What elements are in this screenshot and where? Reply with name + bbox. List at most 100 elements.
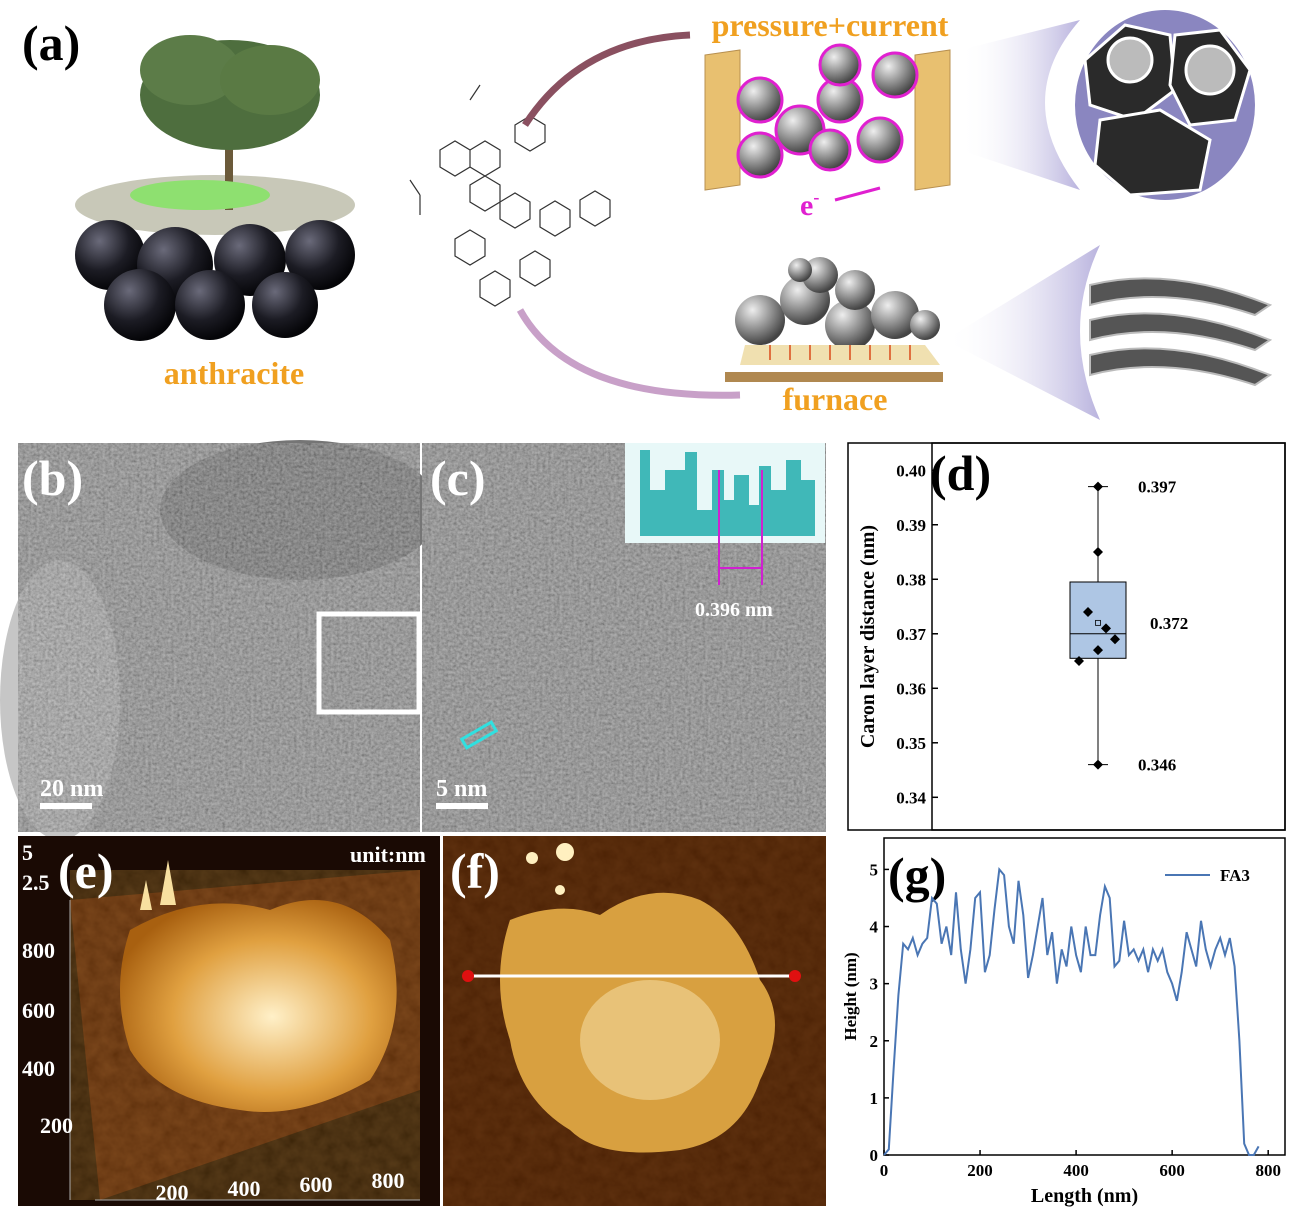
z-tick-label: 2.5 <box>22 870 50 895</box>
afm-axis <box>69 900 420 1201</box>
arc <box>516 308 741 399</box>
y-tick-label: 0.34 <box>896 788 926 807</box>
zoom-cone <box>960 20 1080 190</box>
scale-bar <box>40 803 92 809</box>
zoom-cone <box>945 245 1100 420</box>
y-tick-label: 0.37 <box>896 625 926 644</box>
scale-bar <box>436 803 488 809</box>
x-tick-label: 400 <box>1063 1161 1089 1180</box>
unit-label: unit:nm <box>350 842 426 867</box>
arrow <box>834 186 881 202</box>
y-tick-label: 0.38 <box>896 570 926 589</box>
particles-furnace <box>735 257 940 350</box>
annotation: 0.346 <box>1138 756 1176 775</box>
electrode <box>704 49 741 191</box>
furnace-base <box>725 372 943 382</box>
y-tick-label: 5 <box>870 860 879 879</box>
panel-label: (b) <box>22 450 83 506</box>
x-tick-label: 0 <box>880 1161 889 1180</box>
x-tick-label: 800 <box>372 1168 405 1193</box>
plot-frame <box>883 837 1286 1156</box>
legend-label: FA3 <box>1220 866 1250 885</box>
y-axis-label: Caron layer distance (nm) <box>857 525 879 748</box>
molecule <box>409 84 611 307</box>
x-tick-label: 200 <box>156 1180 189 1205</box>
y-tick-label: 200 <box>40 1113 73 1138</box>
panel-b: (b) 20 nm <box>0 440 440 840</box>
x-axis-label: Length (nm) <box>1031 1185 1138 1207</box>
particles-sps <box>736 43 919 179</box>
inset-profile <box>625 443 825 585</box>
point <box>1093 481 1103 492</box>
y-tick-label: 0.35 <box>896 734 926 753</box>
z-tick-label: 5 <box>22 840 33 865</box>
tem-noise <box>18 443 420 832</box>
anthracite-label: anthracite <box>164 355 304 391</box>
scale-label: 5 nm <box>436 776 487 802</box>
tree <box>130 35 320 210</box>
afm-spot <box>555 885 565 895</box>
afm-spot <box>556 843 574 861</box>
anthracite-spheres <box>75 220 355 341</box>
panel-label: (d) <box>930 445 991 501</box>
x-tick-label: 200 <box>967 1161 993 1180</box>
y-tick-label: 0 <box>870 1146 879 1165</box>
panel-label: (c) <box>430 450 486 506</box>
charts: 0.34 0.35 0.36 0.37 0.38 0.39 0.40 Caron layer … <box>841 442 1286 1207</box>
electron-sup: - <box>813 187 819 207</box>
afm-bright <box>580 980 720 1100</box>
scale-label: 20 nm <box>40 776 103 802</box>
point <box>1074 656 1084 667</box>
y-tick-label: 0.36 <box>896 679 926 698</box>
point <box>1093 759 1103 770</box>
afm-spot <box>526 852 538 864</box>
electron-label: e- <box>800 187 819 222</box>
y-tick-label: 600 <box>22 998 55 1023</box>
y-tick-label: 400 <box>22 1056 55 1081</box>
panel-label: (g) <box>888 847 946 903</box>
y-tick-label: 0.40 <box>896 461 926 480</box>
panel-a: (a) anthracite pressure+current e- furna… <box>22 7 1280 420</box>
point <box>1093 547 1103 558</box>
y-tick-label: 3 <box>870 975 879 994</box>
x-tick-label: 800 <box>1255 1161 1281 1180</box>
afm-flake <box>120 900 397 1112</box>
point <box>1093 645 1103 656</box>
process-label: pressure+current <box>712 7 949 43</box>
electron: e <box>800 189 813 222</box>
layers <box>1089 277 1273 387</box>
marker <box>459 720 499 750</box>
x-tick-label: 600 <box>300 1172 333 1197</box>
electrode <box>914 49 951 191</box>
profile-end <box>462 970 474 982</box>
y-axis-label: Height (nm) <box>841 952 860 1040</box>
x-tick-label: 600 <box>1159 1161 1185 1180</box>
grain-structure <box>1083 23 1252 197</box>
point <box>1083 606 1093 617</box>
y-tick-label: 4 <box>870 918 879 937</box>
zoom-box <box>316 611 422 715</box>
y-tick-label: 2 <box>870 1032 879 1051</box>
panel-f: (f) <box>443 836 826 1206</box>
panel-label: (e) <box>58 843 114 899</box>
plot-frame <box>931 442 1286 831</box>
point <box>1101 623 1111 634</box>
panel-label: (f) <box>450 843 500 899</box>
annotation: 0.372 <box>1150 614 1188 633</box>
y-tick-label: 800 <box>22 938 55 963</box>
panel-label: (a) <box>22 15 80 71</box>
y-tick-label: 0.39 <box>896 516 926 535</box>
heat-arrows <box>769 345 911 360</box>
afm-peak <box>140 860 176 910</box>
panel-c: (c) 0.396 nm 5 nm <box>422 443 826 832</box>
line <box>883 866 1260 1156</box>
point <box>1110 634 1120 645</box>
profile-end <box>789 970 801 982</box>
annotation: 0.397 <box>1138 478 1177 497</box>
spacing-label: 0.396 nm <box>695 599 773 621</box>
y-tick-label: 1 <box>870 1089 879 1108</box>
panel-e: (e) unit:nm 5 2.5 800 600 400 200 200 400 600 800 <box>18 836 440 1206</box>
furnace-label: furnace <box>783 381 888 417</box>
arc <box>522 31 691 127</box>
